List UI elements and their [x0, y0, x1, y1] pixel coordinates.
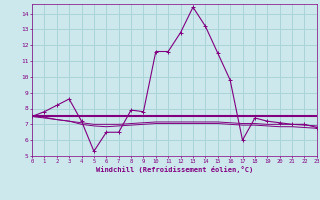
X-axis label: Windchill (Refroidissement éolien,°C): Windchill (Refroidissement éolien,°C): [96, 166, 253, 173]
